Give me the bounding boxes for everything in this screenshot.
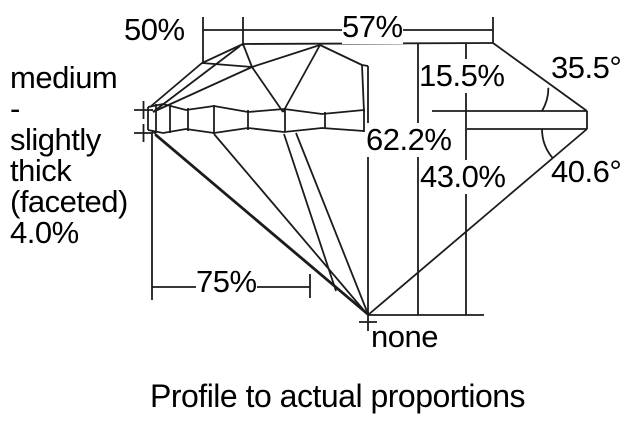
table-size-label: 57% [342, 9, 403, 44]
lower-girdle-length-label: 75% [196, 264, 257, 299]
star-facet-line [251, 44, 321, 68]
pavilion-angle-label: 40.6° [551, 154, 622, 189]
crown-facet-line [201, 62, 253, 68]
total-depth-label: 62.2% [366, 122, 452, 157]
girdle-description-line: slightly [10, 122, 101, 157]
pavilion-facet-line [283, 133, 337, 292]
crown-height-label: 15.5% [419, 58, 505, 93]
girdle-description-line: (faceted) [10, 184, 128, 219]
center-bezel-sliver [361, 64, 365, 113]
girdle-description: medium - slightly thick (faceted) 4.0% [10, 62, 128, 248]
girdle-description-line: thick [10, 153, 72, 188]
diamond-outline [149, 42, 588, 316]
girdle-band-bottom [147, 127, 365, 134]
star-facet-line [319, 44, 363, 66]
pavilion-depth-label: 43.0% [420, 159, 506, 194]
crown-slope-right [492, 42, 588, 112]
pavilion-facet-line [151, 130, 367, 313]
crown-angle-arc [541, 87, 550, 112]
diagram-caption: Profile to actual proportions [150, 378, 526, 414]
bezel-facet-line [251, 66, 284, 113]
girdle-band-top [147, 103, 365, 115]
bezel-facet-line [282, 44, 321, 113]
girdle-description-line: - [10, 91, 20, 126]
girdle-description-line: medium [10, 60, 118, 95]
culet-label: none [371, 319, 438, 354]
crown-facet-line [152, 66, 253, 113]
crown-facet-line [242, 43, 253, 68]
girdle-band [147, 103, 365, 134]
pavilion-facet-line [154, 134, 369, 316]
pavilion-facet-line [295, 132, 369, 315]
pavilion-slope-right [367, 128, 588, 316]
girdle-description-line: 4.0% [10, 215, 79, 250]
pavilion-facet-line [213, 133, 368, 315]
center-bezel-sliver [361, 64, 369, 67]
crown-angle-label: 35.5° [551, 50, 622, 85]
star-length-label: 50% [124, 12, 185, 47]
crown-facet-line [152, 45, 241, 113]
pavilion-angle-arc [541, 128, 554, 159]
pavilion-facets [151, 130, 369, 316]
